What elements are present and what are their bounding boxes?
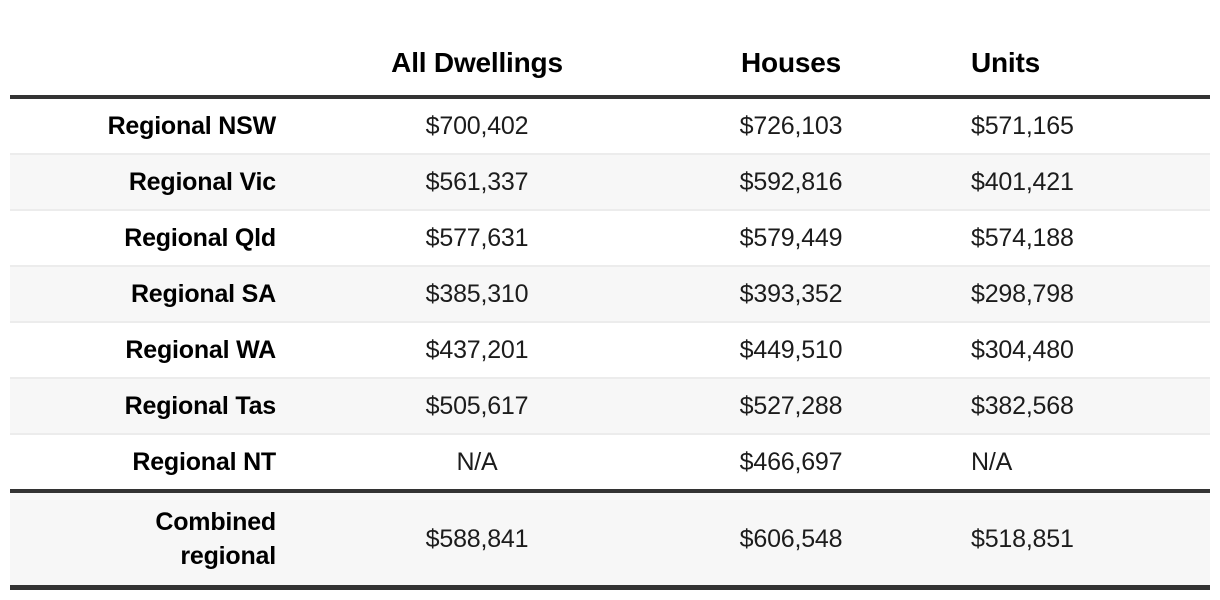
table-row: Regional NT N/A $466,697 N/A	[10, 433, 1210, 491]
cell-units: $298,798	[938, 265, 1210, 322]
total-cell-all-dwellings: $588,841	[310, 489, 644, 590]
row-label: Regional Qld	[10, 209, 310, 266]
cell-units: $574,188	[938, 209, 1210, 266]
column-header-units: Units	[938, 30, 1210, 99]
cell-all-dwellings: $700,402	[425, 111, 529, 140]
table-row: Regional Tas $505,617 $527,288 $382,568	[10, 377, 1210, 434]
column-header-houses: Houses	[644, 30, 938, 99]
table-row: Regional NSW $700,402 $726,103 $571,165	[10, 97, 1210, 154]
cell-all-dwellings: N/A	[310, 433, 644, 491]
cell-houses: $393,352	[644, 265, 938, 322]
table-row: Regional SA $385,310 $393,352 $298,798	[10, 265, 1210, 322]
cell-units: $571,165	[971, 111, 1074, 140]
cell-all-dwellings: $385,310	[310, 265, 644, 322]
table-row: Regional Vic $561,337 $592,816 $401,421	[10, 153, 1210, 210]
table-row: Regional Qld $577,631 $579,449 $574,188	[10, 209, 1210, 266]
corner-header	[10, 30, 310, 99]
cell-houses: $466,697	[644, 433, 938, 491]
cell-units: N/A	[938, 433, 1210, 491]
cell-all-dwellings: $577,631	[310, 209, 644, 266]
cell-units: $382,568	[938, 377, 1210, 434]
cell-houses: $527,288	[644, 377, 938, 434]
total-cell-houses: $606,548	[644, 489, 938, 590]
cell-all-dwellings: $561,337	[310, 153, 644, 210]
table-row: Regional WA $437,201 $449,510 $304,480	[10, 321, 1210, 378]
row-label: Regional NSW	[107, 111, 277, 140]
cell-houses: $449,510	[644, 321, 938, 378]
row-label: Regional Tas	[10, 377, 310, 434]
cell-all-dwellings: $437,201	[310, 321, 644, 378]
cell-units: $304,480	[938, 321, 1210, 378]
regional-values-table: All Dwellings Houses Units Regional NSW …	[10, 30, 1210, 590]
header-row: All Dwellings Houses Units	[10, 30, 1210, 99]
total-row-label: Combined regional	[10, 489, 310, 590]
total-cell-units: $518,851	[938, 489, 1210, 590]
regional-values-table-wrap: All Dwellings Houses Units Regional NSW …	[10, 30, 1210, 590]
cell-houses: $726,103	[739, 111, 843, 140]
row-label: Regional Vic	[10, 153, 310, 210]
total-row: Combined regional $588,841 $606,548 $518…	[10, 489, 1210, 590]
cell-all-dwellings: $505,617	[310, 377, 644, 434]
row-label: Regional WA	[10, 321, 310, 378]
row-label: Regional SA	[10, 265, 310, 322]
cell-houses: $592,816	[644, 153, 938, 210]
row-label: Regional NT	[10, 433, 310, 491]
cell-units: $401,421	[938, 153, 1210, 210]
table-header: All Dwellings Houses Units	[10, 30, 1210, 99]
cell-houses: $579,449	[644, 209, 938, 266]
column-header-all-dwellings: All Dwellings	[310, 30, 644, 99]
